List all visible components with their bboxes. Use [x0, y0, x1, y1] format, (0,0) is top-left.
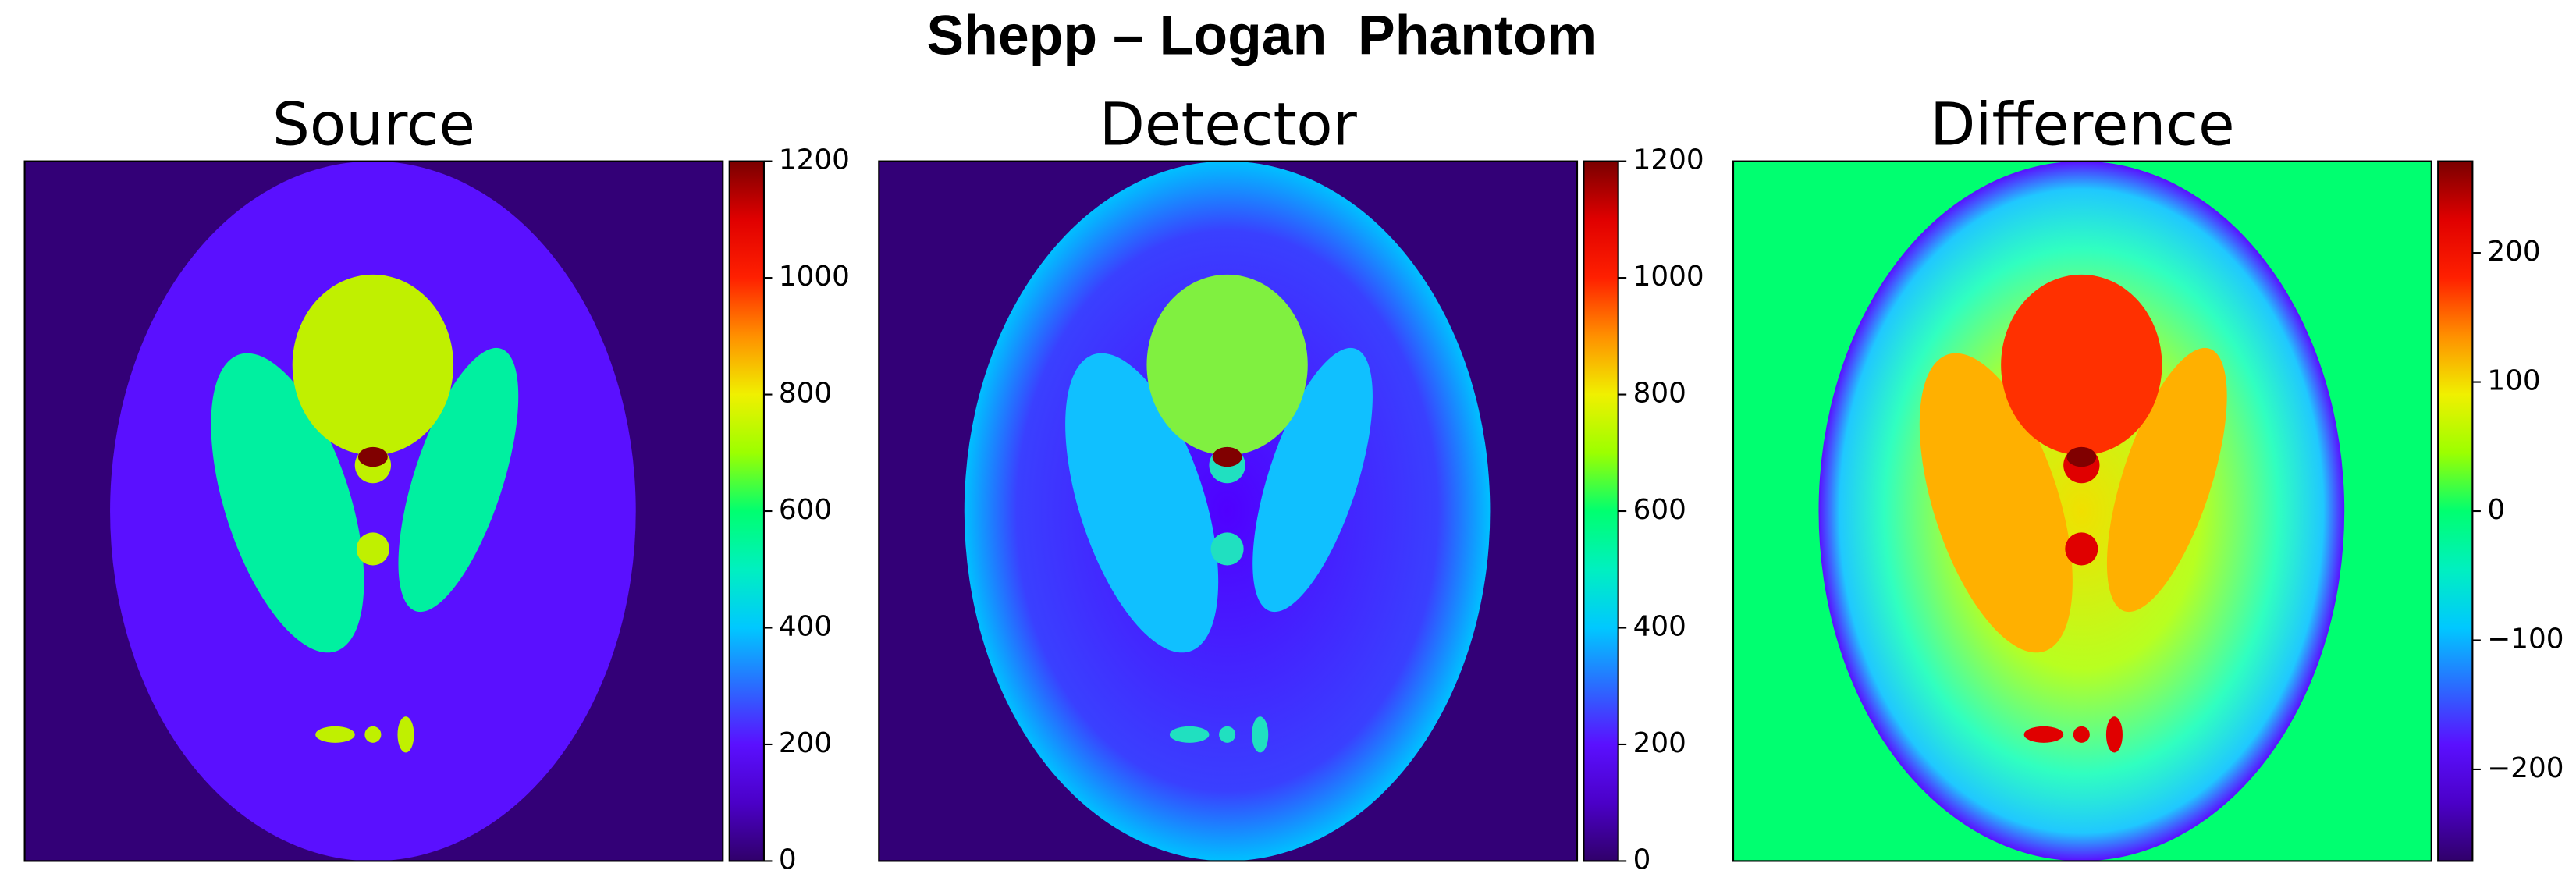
image-frame	[878, 160, 1579, 862]
dark-spot	[357, 446, 388, 467]
phantom-image	[23, 160, 724, 862]
colorbar-tick-label: 1000	[1633, 261, 1704, 293]
small-circle	[364, 726, 382, 743]
colorbar-tick-label: 200	[2487, 236, 2540, 268]
right-ellipse	[2106, 347, 2227, 613]
dark-spot	[1212, 446, 1242, 467]
left-ellipse	[1065, 353, 1219, 653]
upper-ellipse	[292, 274, 454, 456]
small-circle	[1219, 726, 1236, 743]
small-ellipse	[2023, 726, 2064, 743]
colorbar-tick-label: 600	[779, 494, 832, 526]
colorbar-tick-label: −100	[2487, 623, 2564, 655]
upper-ellipse	[1146, 274, 1308, 456]
small-ellipse	[2105, 716, 2123, 753]
panel-title: Difference	[1930, 90, 2235, 158]
small-circle	[2073, 726, 2090, 743]
colorbar-tick-label: 1000	[779, 261, 850, 293]
small-circle	[356, 532, 389, 566]
right-ellipse	[398, 347, 519, 613]
figure-title: Shepp – Logan Phantom	[926, 5, 1597, 67]
colorbar	[1583, 160, 1619, 862]
image-frame	[1732, 160, 2432, 862]
phantom-image	[878, 160, 1579, 862]
small-circle	[2065, 532, 2098, 566]
outer-ellipse	[110, 161, 636, 861]
small-ellipse	[1169, 726, 1210, 743]
panel-title: Source	[272, 90, 475, 158]
colorbar	[728, 160, 765, 862]
dark-spot	[2066, 446, 2097, 467]
small-circle	[1210, 532, 1244, 566]
colorbar-tick-label: 800	[779, 378, 832, 410]
phantom-image	[1732, 160, 2432, 862]
colorbar-tick-label: 100	[2487, 365, 2540, 397]
right-ellipse	[1252, 347, 1373, 613]
colorbar-tick-label: 0	[2487, 494, 2505, 526]
colorbar-tick-label: 400	[1633, 610, 1686, 642]
colorbar-tick-label: 400	[779, 610, 832, 642]
image-frame	[23, 160, 724, 862]
left-ellipse	[1919, 353, 2073, 653]
upper-ellipse	[2001, 274, 2162, 456]
colorbar-tick-label: 600	[1633, 494, 1686, 526]
colorbar-tick-label: −200	[2487, 752, 2564, 784]
colorbar-tick-label: 800	[1633, 378, 1686, 410]
small-ellipse	[315, 726, 355, 743]
outer-ellipse	[964, 161, 1491, 861]
small-ellipse	[1252, 716, 1269, 753]
colorbar	[2437, 160, 2474, 862]
outer-ellipse	[1818, 161, 2345, 861]
colorbar-tick-label: 1200	[1633, 144, 1704, 176]
colorbar-tick-label: 0	[779, 844, 797, 876]
colorbar-tick-label: 200	[779, 727, 832, 759]
left-ellipse	[211, 353, 364, 653]
colorbar-tick-label: 0	[1633, 844, 1651, 876]
panel-title: Detector	[1100, 90, 1358, 158]
small-ellipse	[397, 716, 414, 753]
colorbar-tick-label: 1200	[779, 144, 850, 176]
colorbar-tick-label: 200	[1633, 727, 1686, 759]
